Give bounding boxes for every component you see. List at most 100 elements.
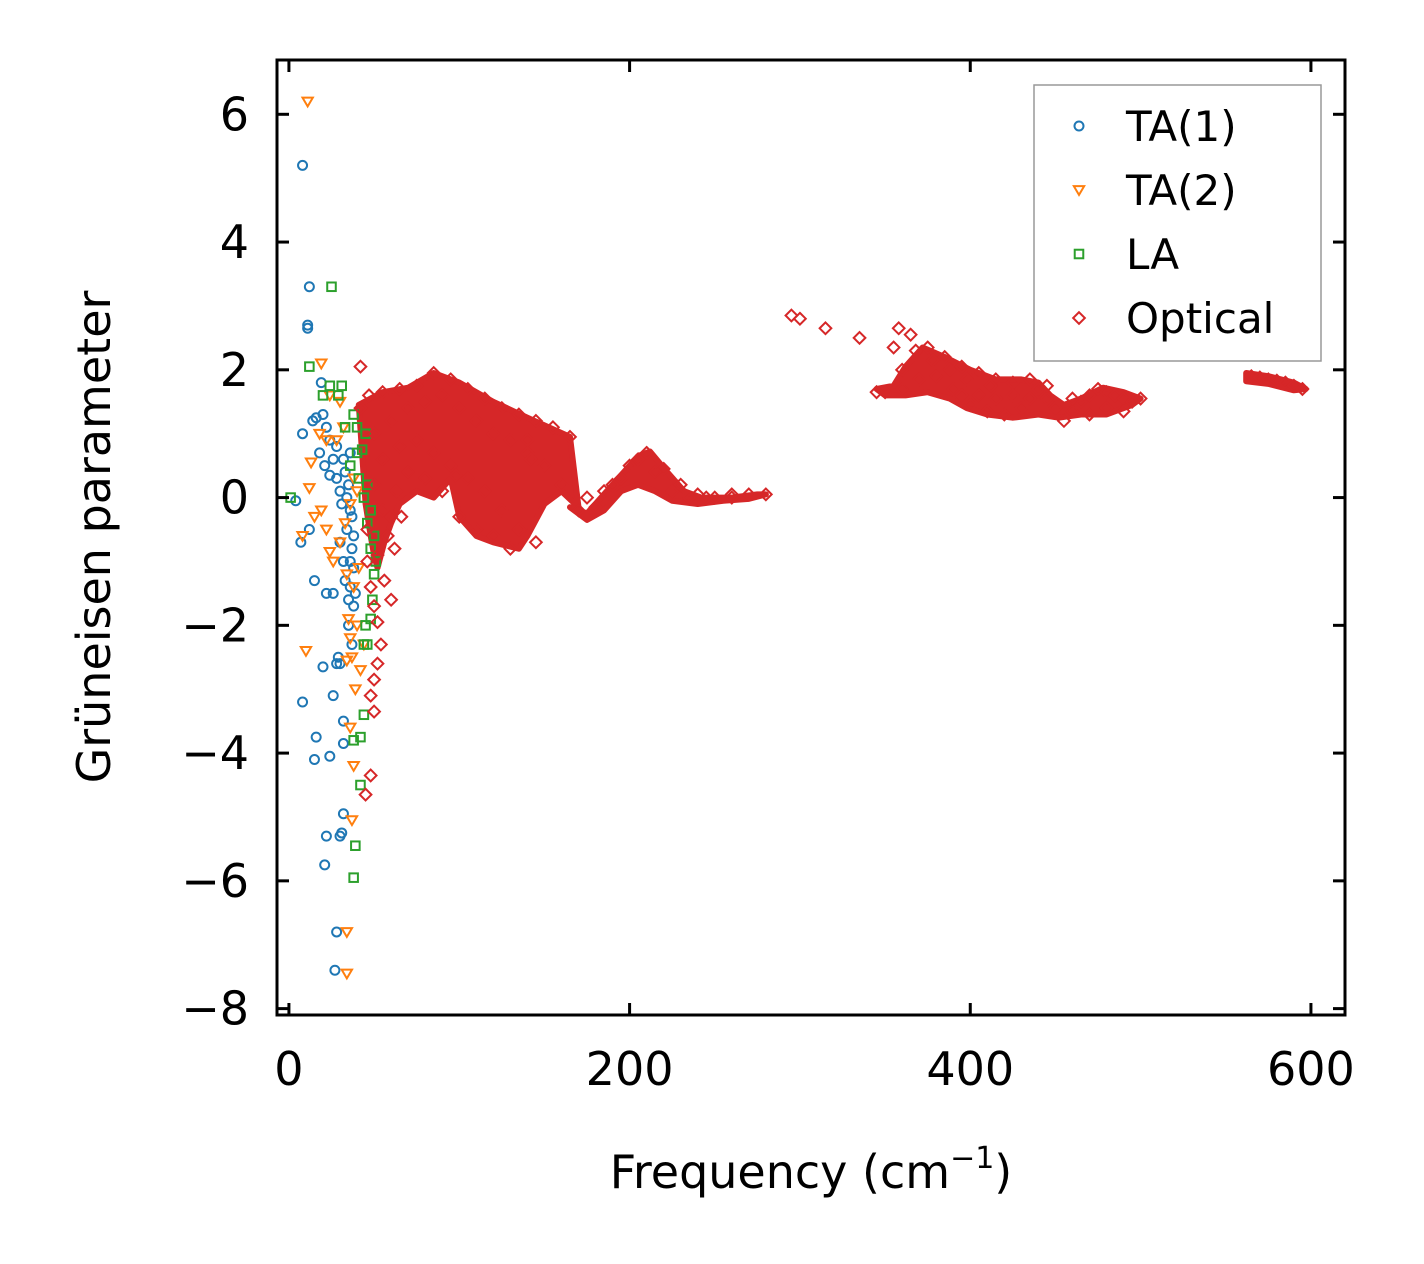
point-ta2-29: [339, 968, 354, 981]
point-optical-74: [370, 547, 385, 563]
point-optical-148: [908, 343, 924, 358]
point-optical-14: [562, 429, 578, 445]
point-ta1-58: [344, 447, 356, 459]
point-optical-78: [394, 509, 409, 525]
point-la-8: [351, 422, 363, 433]
legend-marker-1: [1072, 185, 1086, 197]
point-optical-145: [959, 372, 975, 387]
point-ta2-37: [351, 562, 366, 575]
point-ta1-57: [337, 453, 349, 465]
point-la-6: [339, 422, 351, 433]
point-la-13: [365, 543, 376, 554]
point-ta2-28: [339, 927, 354, 939]
point-optical-46: [494, 503, 510, 518]
point-optical-9: [477, 391, 493, 406]
point-ta1-27: [331, 658, 343, 670]
point-optical-116: [894, 362, 910, 378]
point-ta1-11: [319, 460, 331, 472]
point-ta1-47: [320, 587, 332, 599]
point-ta1-41: [331, 926, 343, 938]
x-tick-label-3: 600: [1267, 1042, 1355, 1096]
point-optical-57: [388, 483, 404, 499]
point-ta2-25: [343, 722, 358, 735]
point-ta1-29: [327, 690, 339, 702]
point-optical-102: [1022, 372, 1038, 387]
point-ta1-32: [310, 731, 322, 743]
point-optical-128: [1133, 391, 1148, 406]
y-tick-label-0: −8: [181, 982, 249, 1036]
point-ta1-9: [320, 421, 332, 433]
legend-label-2: LA: [1126, 230, 1179, 279]
point-la-31: [370, 556, 382, 567]
point-optical-10: [494, 400, 510, 416]
point-optical-124: [1099, 384, 1114, 400]
legend-marker-3: [1071, 310, 1087, 326]
point-optical-52: [451, 509, 467, 525]
point-optical-94: [891, 321, 906, 336]
point-optical-50: [503, 541, 518, 556]
point-optical-21: [469, 413, 484, 429]
point-ta1-13: [327, 453, 339, 465]
point-optical-22: [486, 426, 501, 441]
point-optical-90: [784, 308, 799, 323]
point-optical-53: [366, 477, 382, 493]
point-ta1-48: [327, 587, 339, 599]
point-ta2-10: [314, 505, 329, 518]
point-optical-85: [647, 464, 663, 480]
point-ta2-22: [345, 652, 359, 665]
point-optical-15: [366, 426, 382, 441]
point-ta2-32: [346, 582, 361, 594]
point-optical-123: [1090, 381, 1106, 397]
point-optical-31: [639, 445, 654, 461]
point-optical-3: [375, 384, 390, 400]
point-ta2-14: [333, 537, 347, 550]
point-ta1-38: [320, 830, 332, 842]
point-optical-125: [1107, 388, 1123, 403]
point-ta1-10: [314, 447, 326, 459]
point-optical-66: [373, 637, 389, 652]
point-ta2-30: [329, 435, 344, 447]
point-optical-29: [605, 477, 620, 493]
point-ta1-21: [346, 543, 358, 555]
point-ta1-8: [317, 409, 329, 421]
point-optical-132: [1244, 368, 1259, 384]
point-optical-107: [980, 404, 995, 419]
point-optical-71: [363, 768, 378, 783]
point-optical-143: [1039, 378, 1055, 394]
point-optical-109: [954, 388, 970, 403]
point-la-26: [351, 447, 363, 459]
point-optical-12: [528, 413, 544, 429]
x-tick-label-1: 200: [586, 1042, 674, 1096]
point-optical-33: [673, 477, 688, 493]
y-tick-label-2: −4: [181, 726, 249, 780]
point-ta2-33: [350, 620, 364, 633]
point-la-12: [362, 517, 373, 529]
point-optical-23: [503, 432, 518, 448]
point-optical-63: [363, 579, 378, 595]
plot-frame: [275, 58, 1347, 1017]
point-ta2-7: [302, 483, 317, 495]
point-ta2-15: [338, 518, 353, 531]
point-optical-8: [460, 381, 476, 397]
point-optical-104: [1039, 391, 1055, 406]
point-ta2-26: [346, 760, 361, 773]
point-optical-133: [1252, 370, 1268, 385]
point-optical-87: [681, 490, 697, 505]
point-ta1-35: [324, 750, 336, 762]
point-ta2-24: [339, 655, 354, 668]
point-optical-119: [1056, 413, 1072, 429]
point-optical-88: [698, 490, 714, 505]
point-ta1-42: [329, 964, 341, 976]
point-optical-110: [945, 381, 961, 397]
point-ta1-26: [334, 658, 346, 670]
point-optical-65: [370, 614, 385, 630]
point-la-33: [360, 620, 371, 631]
point-ta1-40: [319, 859, 331, 871]
point-optical-20: [451, 400, 467, 416]
point-la-10: [353, 473, 365, 484]
legend-label-3: Optical: [1126, 294, 1274, 343]
x-axis-label-superscript: −1: [950, 1141, 994, 1176]
point-optical-115: [886, 340, 901, 355]
point-optical-141: [988, 391, 1004, 406]
data-points: [285, 96, 1310, 981]
